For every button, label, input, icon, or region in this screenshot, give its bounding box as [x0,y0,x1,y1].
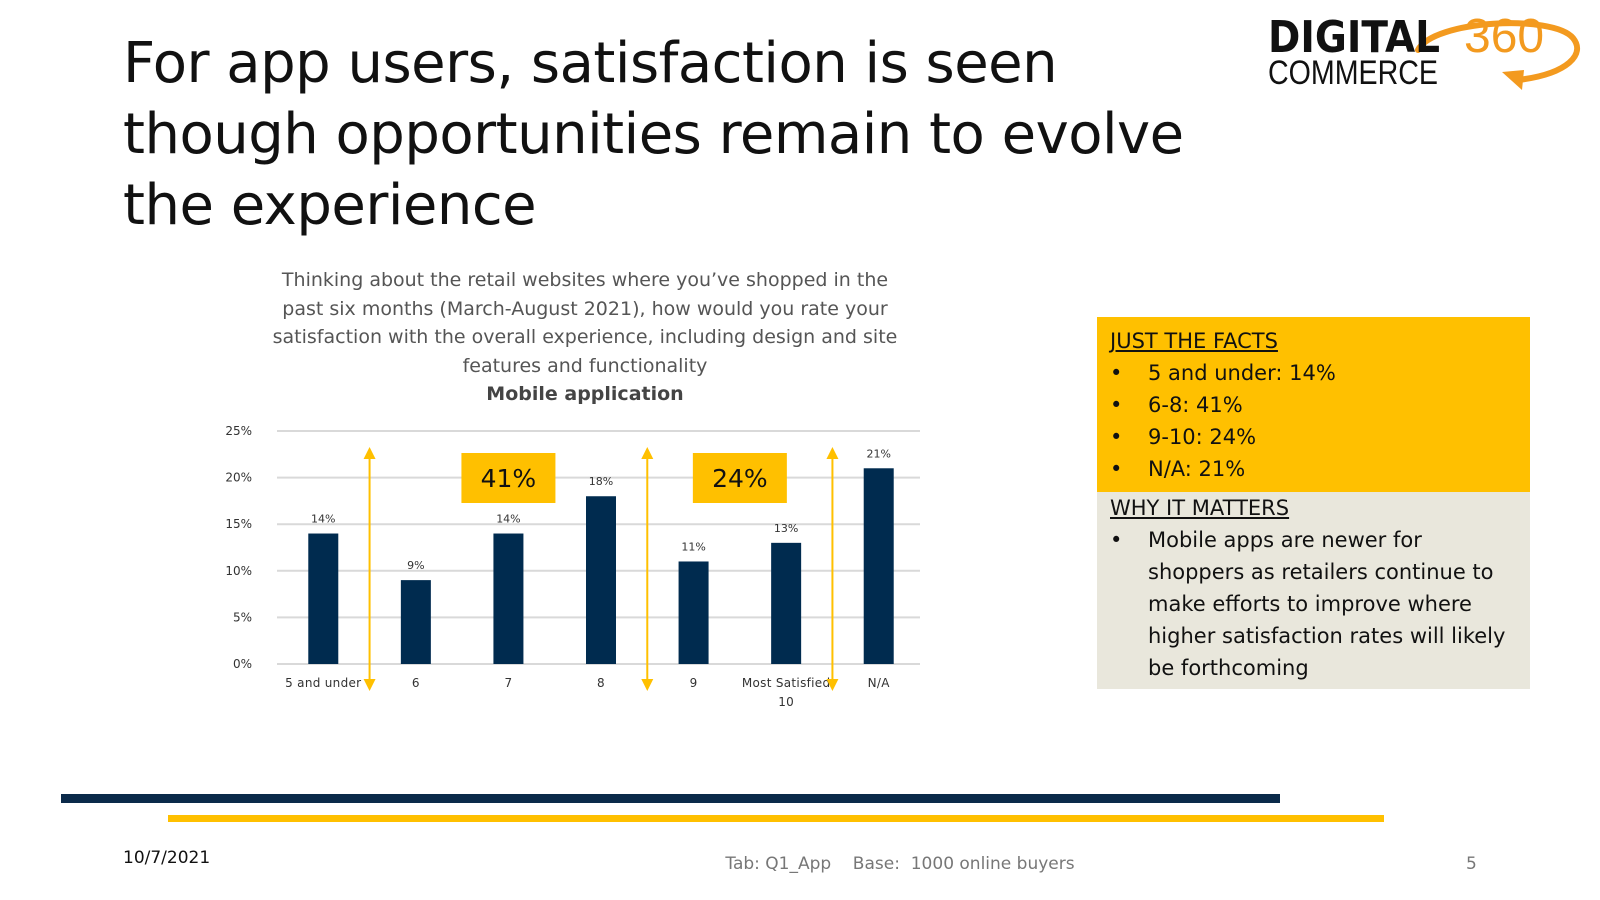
arrow-up-icon [363,447,376,459]
why-heading: WHY IT MATTERS [1110,496,1290,520]
fact-item: 9-10: 24% [1110,421,1517,453]
question-text: Thinking about the retail websites where… [272,269,898,377]
facts-list: 5 and under: 14% 6-8: 41% 9-10: 24% N/A:… [1110,357,1517,485]
facts-panel: JUST THE FACTS 5 and under: 14% 6-8: 41%… [1097,317,1530,689]
bar [400,580,431,664]
page-number: 5 [1466,854,1477,874]
y-tick-label: 15% [225,517,252,531]
data-label: 11% [681,540,705,553]
group-total-label: 41% [481,464,537,493]
x-tick-label: Most Satisfied [742,676,831,690]
data-label: 13% [774,522,798,535]
why-item: Mobile apps are newer for shoppers as re… [1110,524,1517,684]
group-total-box [461,453,556,503]
bar [863,468,894,664]
logo-number: 360 [1464,10,1544,63]
facts-heading: JUST THE FACTS [1110,329,1278,353]
x-tick-label: 10 [778,695,794,709]
why-it-matters-panel: WHY IT MATTERS Mobile apps are newer for… [1097,492,1530,689]
footer-rule-navy [61,794,1280,803]
fact-item: N/A: 21% [1110,453,1517,485]
footer-source: Tab: Q1_App Base: 1000 online buyers [725,854,1075,874]
footer-rule-gold [168,815,1384,822]
y-tick-label: 10% [225,564,252,578]
satisfaction-bar-chart: 0% 5% 10% 15% 20% 25% 14% 5 and under 9% 6 14% 7 18%… [225,424,920,709]
digital-commerce-360-logo: DIGITAL COMMERCE 360 [1268,10,1581,92]
logo-line2: COMMERCE [1268,54,1438,92]
slide-title: For app users, satisfaction is seen thou… [123,31,1184,238]
bar [493,533,524,664]
arrow-up-icon [826,447,839,459]
data-label: 9% [407,559,424,572]
y-tick-label: 5% [233,610,252,624]
footer-date: 10/7/2021 [123,848,211,868]
fact-item: 6-8: 41% [1110,389,1517,421]
logo-arrow-icon [1502,70,1524,90]
fact-item: 5 and under: 14% [1110,357,1517,389]
bar [678,561,709,664]
x-tick-label: 8 [597,676,605,690]
data-label: 14% [311,513,335,526]
arrow-down-icon [641,679,654,691]
y-tick-label: 0% [233,657,252,671]
chart-subtitle: Mobile application [486,383,684,405]
x-tick-label: N/A [868,676,891,690]
y-tick-label: 20% [225,471,252,485]
group-total-box [692,453,787,503]
logo-line1: DIGITAL [1268,12,1440,63]
data-label: 14% [496,513,520,526]
x-tick-label: 5 and under [285,676,361,690]
logo-swoosh-icon [1415,20,1581,83]
data-label: 21% [866,447,890,460]
x-tick-label: 6 [412,676,420,690]
arrow-down-icon [363,679,376,691]
arrow-up-icon [641,447,654,459]
y-tick-label: 25% [225,424,252,438]
arrow-down-icon [826,679,839,691]
why-list: Mobile apps are newer for shoppers as re… [1110,524,1517,684]
chart-question: Thinking about the retail websites where… [270,266,900,409]
bar [308,533,339,664]
x-tick-label: 7 [504,676,512,690]
group-total-label: 24% [712,464,768,493]
data-label: 18% [589,475,613,488]
bar [771,542,802,664]
just-the-facts-panel: JUST THE FACTS 5 and under: 14% 6-8: 41%… [1097,317,1530,492]
bar [586,496,616,664]
x-tick-label: 9 [690,676,698,690]
